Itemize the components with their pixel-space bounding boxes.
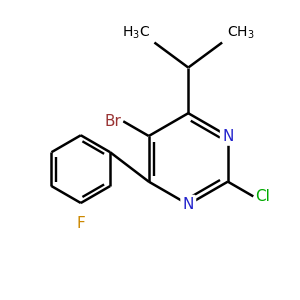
Text: CH$_3$: CH$_3$ xyxy=(226,25,254,41)
Text: N: N xyxy=(222,128,233,143)
Text: N: N xyxy=(183,197,194,212)
Text: Br: Br xyxy=(105,114,122,129)
Text: Cl: Cl xyxy=(255,189,270,204)
Text: F: F xyxy=(76,216,85,231)
Text: H$_3$C: H$_3$C xyxy=(122,25,150,41)
